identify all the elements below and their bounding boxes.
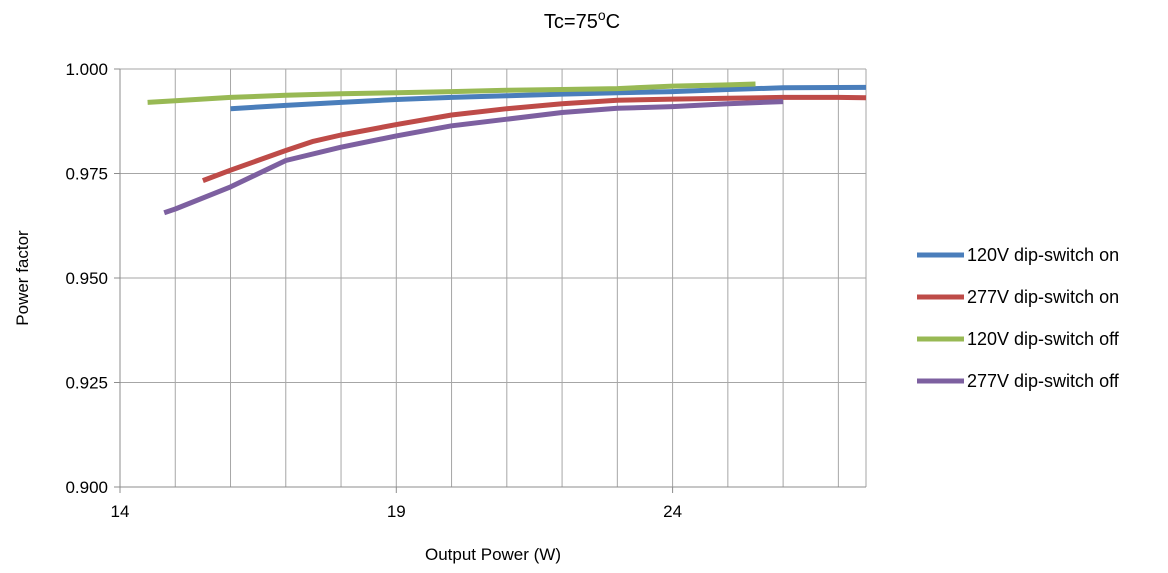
legend-item-4: 277V dip-switch off	[917, 371, 1120, 391]
series-line-1	[230, 84, 867, 112]
legend-label-4: 277V dip-switch off	[967, 371, 1120, 391]
y-tick-label-2: 0.950	[65, 269, 108, 288]
y-tick-label-4: 1.000	[65, 60, 108, 79]
legend-label-2: 277V dip-switch on	[967, 287, 1119, 307]
y-axis-title: Power factor	[13, 230, 32, 326]
y-tick-label-3: 0.975	[65, 165, 108, 184]
series-line-3	[147, 81, 756, 105]
chart-title: Tc=75oC	[544, 7, 620, 33]
series-line-4	[163, 99, 784, 216]
series-line-2	[202, 94, 867, 183]
legend-label-3: 120V dip-switch off	[967, 329, 1120, 349]
legend: 120V dip-switch on 277V dip-switch on 120V…	[917, 245, 1120, 391]
series-lines	[147, 81, 867, 216]
legend-label-1: 120V dip-switch on	[967, 245, 1119, 265]
legend-item-2: 277V dip-switch on	[917, 287, 1119, 307]
y-axis-ticks: 0.900 0.925 0.950 0.975 1.000	[65, 60, 120, 497]
x-tick-label-0: 14	[111, 502, 130, 521]
y-tick-label-1: 0.925	[65, 374, 108, 393]
x-axis-title: Output Power (W)	[425, 545, 561, 564]
x-tick-label-1: 19	[387, 502, 406, 521]
x-tick-label-2: 24	[663, 502, 682, 521]
x-axis-ticks: 14 19 24	[111, 487, 682, 521]
legend-item-3: 120V dip-switch off	[917, 329, 1120, 349]
y-tick-label-0: 0.900	[65, 478, 108, 497]
gridlines	[119, 68, 867, 488]
legend-item-1: 120V dip-switch on	[917, 245, 1119, 265]
